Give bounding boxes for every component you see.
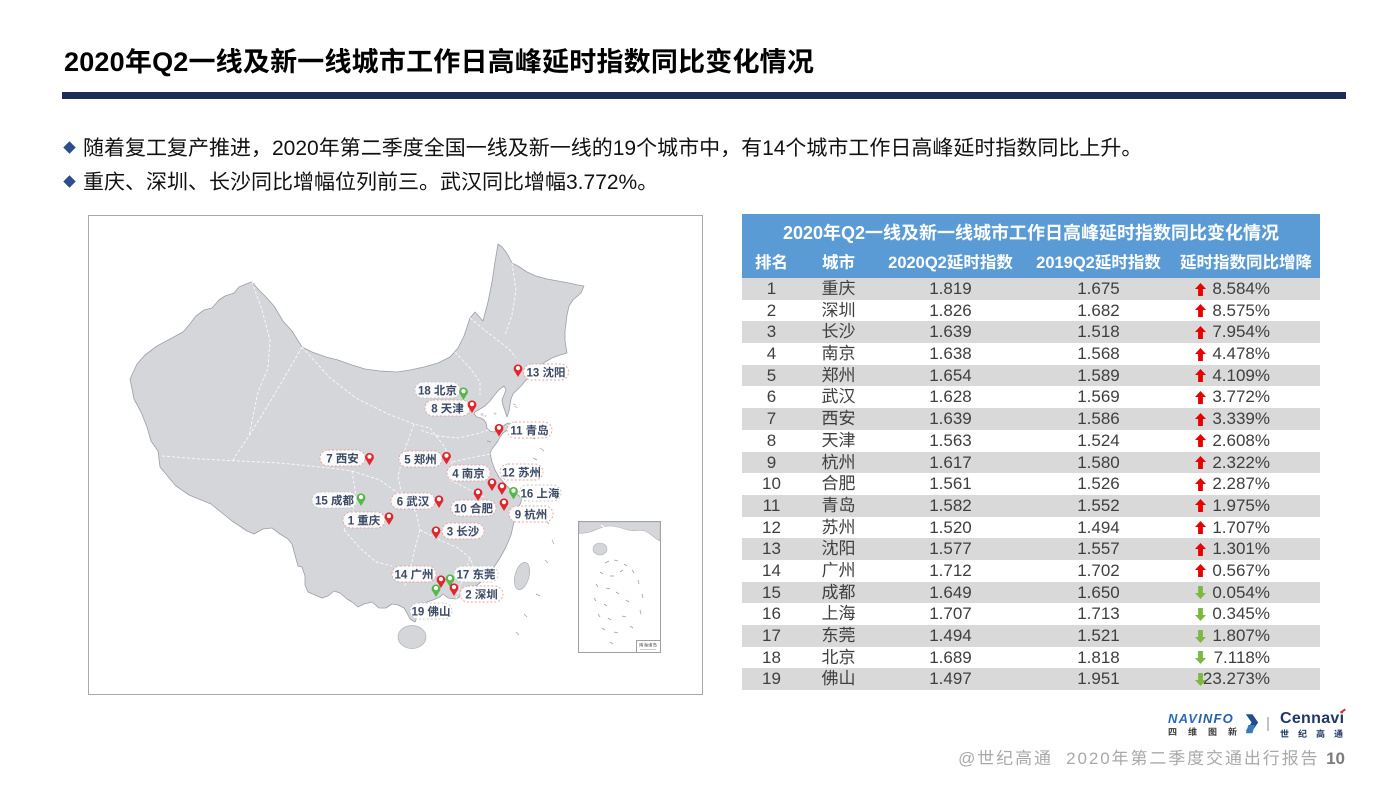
svg-text:19 佛山: 19 佛山 [412, 606, 451, 619]
svg-text:4 南京: 4 南京 [452, 468, 485, 481]
svg-text:12 苏州: 12 苏州 [502, 467, 541, 480]
svg-text:7 西安: 7 西安 [326, 453, 359, 466]
svg-text:3 长沙: 3 长沙 [447, 526, 480, 539]
svg-text:11 青岛: 11 青岛 [510, 425, 548, 438]
svg-text:16 上海: 16 上海 [521, 488, 560, 501]
svg-text:2 深圳: 2 深圳 [465, 589, 498, 602]
svg-text:13 沈阳: 13 沈阳 [527, 367, 566, 380]
svg-text:10 合肥: 10 合肥 [454, 503, 493, 516]
svg-text:9 杭州: 9 杭州 [515, 509, 548, 522]
svg-text:18 北京: 18 北京 [418, 385, 457, 398]
svg-text:17 东莞: 17 东莞 [457, 569, 496, 582]
svg-text:14 广州: 14 广州 [395, 569, 434, 582]
svg-text:15 成都: 15 成都 [315, 495, 354, 508]
svg-text:1 重庆: 1 重庆 [348, 515, 381, 528]
svg-text:8 天津: 8 天津 [431, 403, 464, 416]
svg-text:6 武汉: 6 武汉 [397, 496, 430, 509]
svg-text:5 郑州: 5 郑州 [404, 454, 437, 467]
svg-text:南海诸岛: 南海诸岛 [639, 643, 657, 648]
